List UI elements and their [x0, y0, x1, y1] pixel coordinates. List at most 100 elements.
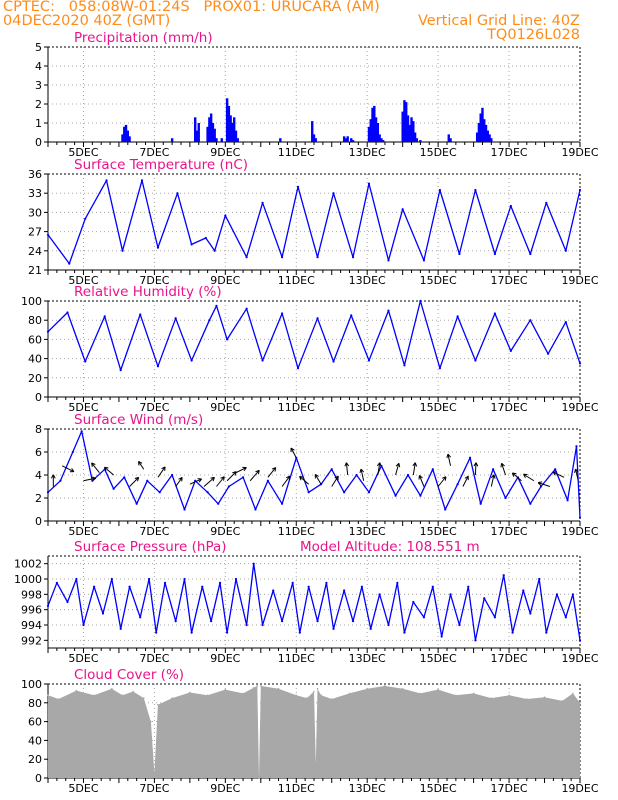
cloud-cover-point	[490, 697, 493, 699]
precip-bar	[229, 115, 232, 142]
series-point	[210, 620, 213, 623]
cloud-cover-point	[75, 689, 78, 692]
precip-bar	[211, 123, 215, 142]
series-point	[112, 487, 115, 490]
wind-arrow	[50, 474, 56, 487]
series-point	[307, 585, 310, 588]
series-point	[298, 631, 301, 634]
series-point	[296, 185, 300, 188]
series-point	[280, 312, 284, 315]
series-point	[55, 581, 58, 584]
series-point	[438, 367, 442, 370]
cloud-cover-point	[256, 685, 259, 687]
precip-bar	[197, 123, 200, 142]
series-point	[350, 314, 353, 317]
precip-bar	[351, 140, 355, 142]
wind-arrow	[574, 468, 579, 481]
series-point	[545, 201, 548, 204]
x-tick-label: 5DEC	[68, 782, 98, 795]
y-tick-label: 80	[28, 697, 42, 710]
wind-arrow	[290, 447, 297, 458]
precip-bar	[477, 123, 481, 142]
cloud-cover-point	[401, 687, 404, 690]
series-point	[468, 456, 472, 459]
precip-bar	[193, 117, 197, 142]
series-point	[325, 581, 328, 584]
panel-4: 0 2 4 6 8 5DEC 7DEC 9DEC 11DEC 13DEC 15DEC 17DEC 19D…	[35, 412, 599, 538]
x-tick-label: 17DEC	[491, 274, 528, 287]
y-tick-label: 21	[28, 264, 42, 277]
cloud-cover-point	[437, 688, 439, 691]
precip-bar	[128, 136, 131, 142]
series-point	[332, 360, 335, 363]
x-tick-label: 9DEC	[210, 401, 240, 414]
precip-bar	[380, 138, 383, 142]
series-point	[401, 208, 404, 211]
series-point	[190, 243, 193, 246]
precip-bar	[403, 100, 406, 142]
precip-bar	[378, 134, 381, 142]
y-tick-label: 2	[35, 98, 42, 111]
y-tick-label: 60	[28, 716, 42, 729]
wind-arrow	[537, 481, 551, 487]
series-point	[201, 585, 204, 588]
series-point	[252, 562, 255, 565]
cloud-cover-point	[111, 687, 113, 690]
series-point	[254, 508, 257, 511]
series-point	[139, 313, 142, 316]
series-point	[378, 593, 381, 596]
x-tick-label: 5DEC	[68, 652, 98, 665]
wind-arrow	[344, 462, 350, 476]
y-tick-label: 2	[35, 492, 42, 505]
y-tick-label: 0	[35, 772, 42, 785]
precip-bar	[405, 102, 408, 142]
precip-bar	[419, 140, 422, 142]
series-point	[46, 233, 50, 236]
precip-bar	[279, 138, 282, 142]
series-point	[456, 483, 459, 486]
panel-title: Surface Pressure (hPa)	[74, 539, 227, 555]
cloud-cover-point	[121, 694, 124, 697]
precip-bar	[220, 138, 223, 142]
panel-6: 0 20 40 60 80 100 5DEC 7DEC 9DEC 11DEC 13DEC 15DEC 1…	[21, 667, 599, 795]
wind-arrow	[203, 476, 215, 487]
series-point	[330, 468, 333, 471]
cloud-cover-point	[579, 702, 581, 704]
cloud-cover-point	[320, 694, 322, 697]
x-tick-label: 19DEC	[561, 782, 598, 795]
wind-arrow	[446, 453, 452, 466]
y-tick-label: 4	[35, 60, 42, 73]
series-point	[387, 309, 390, 312]
wind-arrow	[157, 466, 166, 478]
cloud-cover-point	[57, 698, 60, 700]
precip-bar	[369, 119, 372, 142]
precip-bar	[413, 132, 417, 142]
precip-bar	[481, 107, 484, 142]
series-point	[458, 252, 461, 256]
cloud-cover-point	[561, 700, 564, 702]
series-point	[261, 623, 264, 627]
x-tick-label: 11DEC	[278, 274, 315, 287]
x-tick-label: 15DEC	[420, 274, 457, 287]
cloud-cover-point	[316, 687, 319, 690]
series-point	[93, 585, 96, 588]
series-point	[493, 312, 496, 315]
cloud-cover-point	[47, 694, 49, 697]
series-point	[46, 604, 50, 607]
panel-3: 0 20 40 60 80 100 5DEC 7DEC 9DEC 11DEC 13DEC 15DEC 1…	[21, 284, 599, 414]
wind-arrow	[216, 476, 225, 487]
precip-bar	[406, 115, 410, 142]
series-point	[206, 491, 209, 494]
y-tick-label: 4	[35, 469, 42, 482]
y-tick-label: 30	[28, 206, 42, 219]
series-point	[578, 516, 582, 519]
series-point	[174, 317, 177, 320]
x-tick-label: 17DEC	[491, 782, 528, 795]
y-tick-label: 100	[21, 678, 42, 691]
cloud-cover-point	[472, 692, 475, 695]
series-point	[261, 359, 264, 362]
model-altitude-label: Model Altitude: 108.551 m	[300, 539, 480, 555]
x-tick-label: 15DEC	[420, 401, 457, 414]
series-point	[59, 479, 62, 482]
series-point	[529, 252, 532, 256]
